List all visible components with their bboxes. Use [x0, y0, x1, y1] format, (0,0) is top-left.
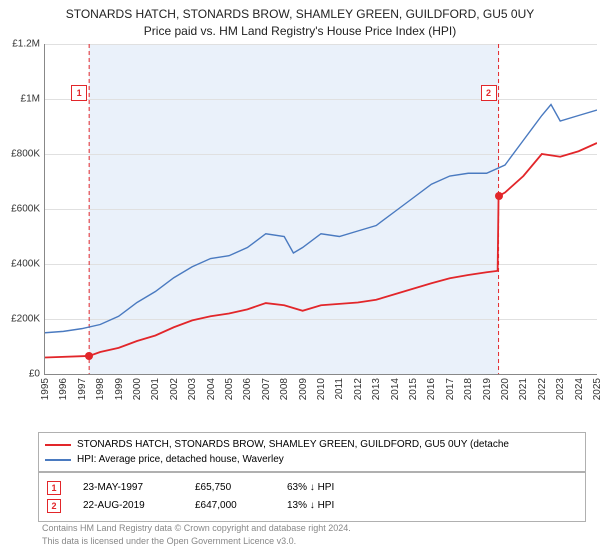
y-tick-label: £800K [2, 149, 40, 160]
sales-table: 1 23-MAY-1997 £65,750 63% ↓ HPI 2 22-AUG-2019… [38, 472, 586, 522]
chart-container: STONARDS HATCH, STONARDS BROW, SHAMLEY G… [0, 0, 600, 560]
y-tick-label: £200K [2, 314, 40, 325]
x-tick-label: 2014 [390, 378, 401, 400]
x-tick-label: 1995 [40, 378, 51, 400]
x-tick-label: 2007 [261, 378, 272, 400]
x-tick-label: 2015 [408, 378, 419, 400]
legend-label: HPI: Average price, detached house, Wave… [77, 452, 284, 467]
title-block: STONARDS HATCH, STONARDS BROW, SHAMLEY G… [0, 0, 600, 40]
legend-label: STONARDS HATCH, STONARDS BROW, SHAMLEY G… [77, 437, 509, 452]
sale-date: 22-AUG-2019 [83, 497, 173, 515]
y-tick-label: £0 [2, 369, 40, 380]
legend-swatch [45, 444, 71, 446]
x-tick-label: 2016 [426, 378, 437, 400]
x-tick-label: 2024 [574, 378, 585, 400]
legend-row: STONARDS HATCH, STONARDS BROW, SHAMLEY G… [45, 437, 579, 452]
sale-row: 2 22-AUG-2019 £647,000 13% ↓ HPI [47, 497, 577, 515]
sale-row: 1 23-MAY-1997 £65,750 63% ↓ HPI [47, 479, 577, 497]
sale-date: 23-MAY-1997 [83, 479, 173, 497]
x-tick-label: 2019 [482, 378, 493, 400]
legend-swatch [45, 459, 71, 461]
x-tick-label: 2004 [206, 378, 217, 400]
footer-line-1: Contains HM Land Registry data © Crown c… [42, 522, 582, 535]
sale-marker-dot [85, 352, 93, 360]
x-tick-label: 2017 [445, 378, 456, 400]
y-tick-label: £1M [2, 94, 40, 105]
title-line-2: Price paid vs. HM Land Registry's House … [0, 23, 600, 40]
sale-marker-box: 2 [47, 499, 61, 513]
series-hpi [45, 105, 597, 333]
x-tick-label: 2008 [279, 378, 290, 400]
x-tick-label: 2006 [242, 378, 253, 400]
sale-pct: 63% ↓ HPI [287, 479, 377, 497]
plot-region: 12 [44, 44, 597, 375]
y-tick-label: £400K [2, 259, 40, 270]
x-tick-label: 2005 [224, 378, 235, 400]
sale-marker-box: 1 [47, 481, 61, 495]
sale-marker-dot [495, 192, 503, 200]
line-svg [45, 44, 597, 374]
legend-row: HPI: Average price, detached house, Wave… [45, 452, 579, 467]
title-line-1: STONARDS HATCH, STONARDS BROW, SHAMLEY G… [0, 6, 600, 23]
x-tick-label: 1999 [114, 378, 125, 400]
x-tick-label: 2009 [298, 378, 309, 400]
chart-area: 12 £0£200K£400K£600K£800K£1M£1.2M1995199… [0, 44, 600, 424]
x-tick-label: 1997 [77, 378, 88, 400]
x-tick-label: 2020 [500, 378, 511, 400]
y-tick-label: £600K [2, 204, 40, 215]
footer-line-2: This data is licensed under the Open Gov… [42, 535, 582, 548]
footer-attribution: Contains HM Land Registry data © Crown c… [38, 520, 586, 549]
x-tick-label: 2002 [169, 378, 180, 400]
x-tick-label: 2021 [518, 378, 529, 400]
x-tick-label: 2012 [353, 378, 364, 400]
sale-marker-label: 2 [481, 85, 497, 101]
x-tick-label: 2000 [132, 378, 143, 400]
x-tick-label: 2010 [316, 378, 327, 400]
x-tick-label: 2003 [187, 378, 198, 400]
x-tick-label: 2022 [537, 378, 548, 400]
sale-price: £65,750 [195, 479, 265, 497]
x-tick-label: 1996 [58, 378, 69, 400]
sale-pct: 13% ↓ HPI [287, 497, 377, 515]
x-tick-label: 2023 [555, 378, 566, 400]
x-tick-label: 1998 [95, 378, 106, 400]
x-tick-label: 2011 [334, 378, 345, 400]
x-tick-label: 2025 [592, 378, 600, 400]
y-tick-label: £1.2M [2, 39, 40, 50]
sale-price: £647,000 [195, 497, 265, 515]
x-tick-label: 2013 [371, 378, 382, 400]
series-property [45, 143, 597, 358]
x-tick-label: 2001 [150, 378, 161, 400]
sale-marker-label: 1 [71, 85, 87, 101]
x-tick-label: 2018 [463, 378, 474, 400]
legend: STONARDS HATCH, STONARDS BROW, SHAMLEY G… [38, 432, 586, 472]
